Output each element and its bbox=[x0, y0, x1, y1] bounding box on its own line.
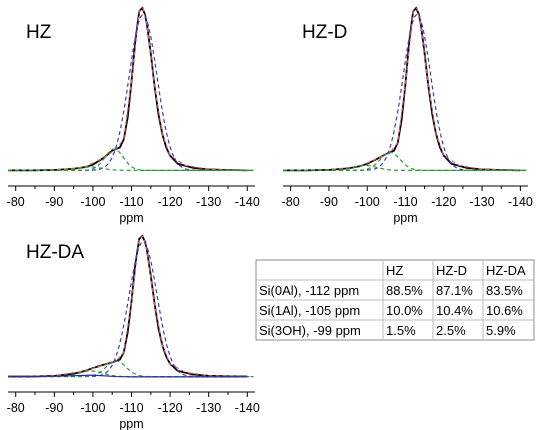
x-tick-label: -80 bbox=[282, 195, 300, 209]
series-si-3oh bbox=[283, 164, 527, 171]
x-tick-label: -140 bbox=[508, 195, 533, 209]
table-header-cell: HZ-DA bbox=[486, 263, 526, 278]
x-tick-label: -120 bbox=[158, 401, 183, 415]
x-axis-title: ppm bbox=[119, 211, 143, 225]
distribution-table: HZ HZ-D HZ-DA Si(0Al), -112 ppm 88.5% 87.1% 83… bbox=[255, 259, 535, 341]
panel-title: HZ bbox=[26, 22, 52, 43]
series-si-1al bbox=[8, 360, 254, 378]
x-tick-label: -140 bbox=[235, 195, 260, 209]
x-tick-label: -110 bbox=[119, 195, 143, 209]
x-tick-label: -100 bbox=[355, 195, 380, 209]
x-tick-label: -90 bbox=[45, 401, 63, 415]
series-si-1al bbox=[283, 151, 527, 171]
table-cell: Si(1Al), -105 ppm bbox=[259, 303, 360, 318]
table-cell: Si(3OH), -99 ppm bbox=[259, 323, 361, 338]
series-si-3oh bbox=[8, 166, 254, 171]
x-tick-label: -90 bbox=[45, 195, 63, 209]
x-tick-label: -90 bbox=[320, 195, 338, 209]
x-tick-label: -80 bbox=[7, 195, 25, 209]
series-baseline bbox=[7, 374, 248, 378]
table-cell: 1.5% bbox=[386, 323, 416, 338]
table-cell: 83.5% bbox=[486, 283, 523, 298]
series-experimental bbox=[8, 6, 248, 172]
x-tick-label: -120 bbox=[158, 195, 183, 209]
table-header-cell: HZ-D bbox=[436, 263, 467, 278]
table-header-cell: HZ bbox=[386, 263, 403, 278]
table-cell: Si(0Al), -112 ppm bbox=[259, 283, 359, 298]
table-cell: 2.5% bbox=[436, 323, 466, 338]
spectrum-panel-hz-d: HZ-D -80 -90 -100 -110 -120 -130 -140 ppm bbox=[282, 6, 533, 225]
table-cell: 88.5% bbox=[386, 283, 423, 298]
x-axis-title: ppm bbox=[393, 211, 417, 225]
panel-title: HZ-D bbox=[302, 22, 347, 43]
x-tick-label: -100 bbox=[80, 195, 105, 209]
panel-title: HZ-DA bbox=[26, 242, 84, 263]
x-tick-label: -110 bbox=[393, 195, 417, 209]
spectrum-panel-hz: HZ -80 -90 -100 -110 -120 -130 -140 ppm bbox=[7, 6, 260, 225]
x-tick-label: -120 bbox=[431, 195, 456, 209]
series-fit bbox=[7, 234, 248, 378]
x-tick-label: -80 bbox=[7, 401, 25, 415]
x-tick-label: -130 bbox=[470, 195, 495, 209]
table-cell: 5.9% bbox=[486, 323, 516, 338]
x-tick-label: -110 bbox=[119, 401, 143, 415]
x-tick-label: -130 bbox=[196, 195, 221, 209]
spectrum-panel-hz-da: HZ-DA -80 -90 -100 -110 -120 -130 -140 ppm bbox=[7, 234, 260, 430]
series-si-0al bbox=[8, 14, 254, 171]
table-cell: 10.6% bbox=[486, 303, 523, 318]
table-cell: 10.0% bbox=[386, 303, 423, 318]
x-tick-label: -140 bbox=[235, 401, 260, 415]
table-cell: 87.1% bbox=[436, 283, 473, 298]
series-fit bbox=[282, 6, 521, 171]
x-tick-label: -130 bbox=[196, 401, 221, 415]
series-si-1al bbox=[8, 148, 254, 171]
x-axis-title: ppm bbox=[119, 417, 143, 430]
x-tick-label: -100 bbox=[80, 401, 105, 415]
table-cell: 10.4% bbox=[436, 303, 473, 318]
